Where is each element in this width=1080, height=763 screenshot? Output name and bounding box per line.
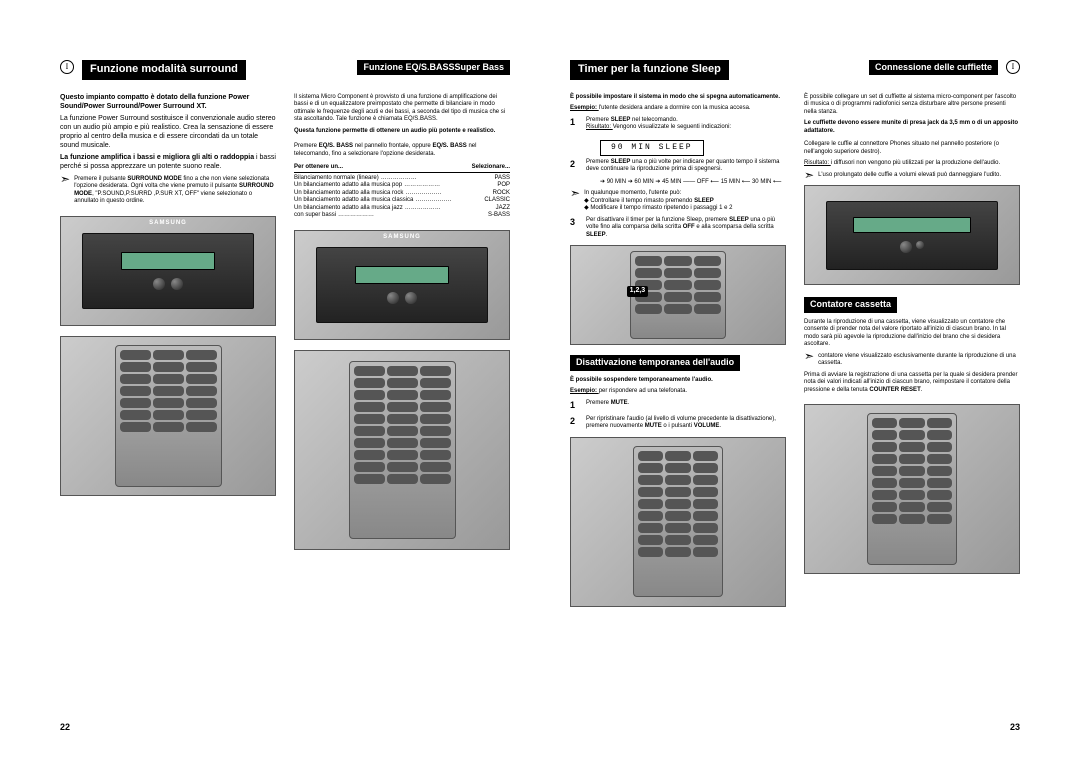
photo-headphone-jack (804, 185, 1020, 285)
hp-jack: Le cuffiette devono essere munite di pre… (804, 120, 1020, 135)
eq-table-row: con super bassi………………S-BASS (294, 212, 510, 220)
eq-table-row: Un bilanciamento adatto alla musica clas… (294, 197, 510, 205)
brand-label-b: SAMSUNG (295, 234, 509, 242)
eq-table-row: Bilanciamento normale (lineare)………………PAS… (294, 175, 510, 183)
photo-main-unit-b: SAMSUNG (294, 230, 510, 340)
mute-example: Esempio: per rispondere ad una telefonat… (570, 388, 786, 396)
col-sleep-mute: È possibile impostare il sistema in modo… (570, 94, 786, 607)
pointer-icon: ➣ (804, 172, 814, 179)
sleep-step-3: 3 Per disattivare il timer per la funzio… (570, 217, 786, 240)
eq-table-head-l: Per ottenere un... (294, 164, 343, 172)
photo-remote-b (294, 350, 510, 550)
eq-table-row: Un bilanciamento adatto alla musica pop…… (294, 182, 510, 190)
section-header-eqbass: Funzione EQ/S.BASSSuper Bass (357, 60, 510, 75)
page-number-left: 22 (60, 722, 70, 733)
section-header-mute: Disattivazione temporanea dell'audio (570, 355, 740, 370)
brand-label: SAMSUNG (61, 220, 275, 228)
counter-note: ➣ contatore viene visualizzato esclusiva… (804, 353, 1020, 368)
sleep-step-1: 1 Premere SLEEP nel telecomando. Risulta… (570, 117, 786, 132)
photo-remote-counter (804, 404, 1020, 574)
eq-table-head-r: Selezionare... (472, 164, 510, 172)
hp-warning: ➣ L'uso prolungato delle cuffie a volumi… (804, 172, 1020, 180)
sleep-display: 90 MIN SLEEP (600, 140, 704, 156)
sleep-note: ➣ In qualunque momento, l'utente può: ◆ … (570, 190, 786, 213)
surround-pointer: ➣ Premere il pulsante SURROUND MODE fino… (60, 176, 276, 206)
eq-table-row: Un bilanciamento adatto alla musica jazz… (294, 205, 510, 213)
counter-desc: Durante la riproduzione di una cassetta,… (804, 319, 1020, 349)
col-headphones-counter: È possibile collegare un set di cuffiett… (804, 94, 1020, 607)
mute-step-2: 2 Per ripristinare l'audio (al livello d… (570, 416, 786, 431)
mute-intro: È possibile sospendere temporaneamente l… (570, 377, 786, 385)
pointer-icon: ➣ (804, 353, 814, 360)
pointer-icon: ➣ (570, 190, 580, 197)
page-22: I Funzione modalità surround Funzione EQ… (0, 0, 540, 763)
section-header-sleep: Timer per la funzione Sleep (570, 60, 729, 80)
photo-remote-a (60, 336, 276, 496)
sleep-example: Esempio: l'utente desidera andare a dorm… (570, 105, 786, 113)
pointer-icon: ➣ (60, 176, 70, 183)
sleep-step-2: 2 Premere SLEEP una o più volte per indi… (570, 159, 786, 174)
surround-desc: La funzione Power Surround sostituisce i… (60, 115, 276, 150)
sleep-intro: È possibile impostare il sistema in modo… (570, 94, 786, 102)
photo-remote-mute (570, 437, 786, 607)
badge-123: 1,2,3 (627, 286, 649, 297)
photo-main-unit-a: SAMSUNG (60, 216, 276, 326)
hp-instr: Collegare le cuffie al connettore Phones… (804, 141, 1020, 156)
eq-table: Per ottenere un... Selezionare... Bilanc… (294, 164, 510, 220)
eq-desc-bold: Questa funzione permette di ottenere un … (294, 128, 510, 136)
page-23: Timer per la funzione Sleep Connessione … (540, 0, 1080, 763)
photo-remote-sleep: 1,2,3 (570, 245, 786, 345)
hp-desc: È possibile collegare un set di cuffiett… (804, 94, 1020, 117)
counter-reset: Prima di avviare la registrazione di una… (804, 372, 1020, 395)
info-icon-r: I (1006, 60, 1020, 74)
surround-intro-bold: Questo impianto compatto è dotato della … (60, 94, 276, 112)
page-number-right: 23 (1010, 722, 1020, 733)
eq-table-row: Un bilanciamento adatto alla musica rock… (294, 190, 510, 198)
section-header-counter: Contatore cassetta (804, 297, 897, 312)
surround-bass: La funzione amplifica i bassi e migliora… (60, 154, 276, 172)
section-header-headphones: Connessione delle cuffiette (869, 60, 998, 75)
section-header-surround: Funzione modalità surround (82, 60, 246, 80)
col-eqbass: Il sistema Micro Component è provvisto d… (294, 94, 510, 550)
col-surround: Questo impianto compatto è dotato della … (60, 94, 276, 550)
mute-step-1: 1 Premere MUTE. (570, 400, 786, 411)
eq-desc: Il sistema Micro Component è provvisto d… (294, 94, 510, 124)
eq-instr: Premere EQ/S. BASS nel pannello frontale… (294, 143, 510, 158)
hp-result: Risultato: i diffusori non vengono più u… (804, 160, 1020, 168)
sleep-sequence: ➔ 90 MIN ➔ 60 MIN ➔ 45 MIN —— OFF ⟵ 15 M… (600, 179, 786, 187)
info-icon: I (60, 60, 74, 74)
manual-spread: I Funzione modalità surround Funzione EQ… (0, 0, 1080, 763)
